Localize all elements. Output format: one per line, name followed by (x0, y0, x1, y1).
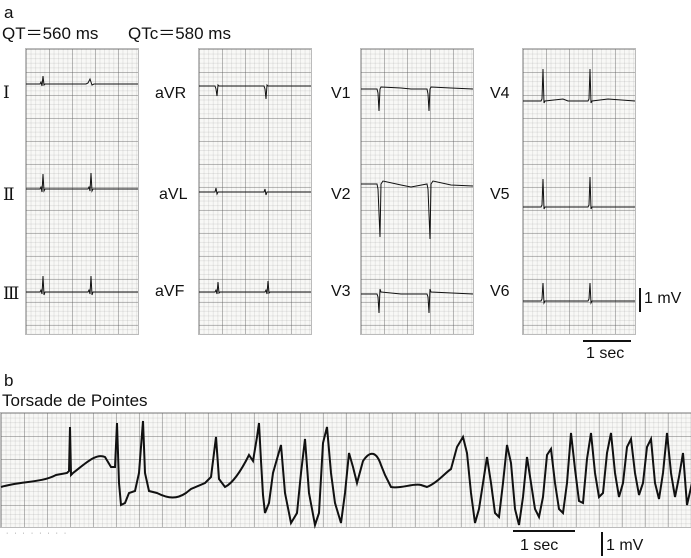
lead-label-v1: V1 (331, 85, 351, 102)
lead-label-v5: V5 (490, 186, 510, 203)
ecg-strip-augmented-leads (198, 48, 312, 335)
voltage-scale-bar-b (601, 532, 603, 556)
time-scale-label-b: 1 sec (520, 537, 559, 554)
lead-label-avr: aVR (155, 85, 187, 102)
lead-label-ii: Ⅱ (3, 185, 15, 204)
time-scale-label-a: 1 sec (586, 345, 625, 362)
panel-b-letter: b (4, 371, 14, 390)
ecg-strip-v1-v3 (360, 48, 474, 335)
augmented-leads-traces (199, 83, 311, 295)
torsade-rhythm-strip (0, 412, 691, 529)
lead-label-v6: V6 (490, 283, 510, 300)
strip-footer-marks: · · · · · · · · (6, 530, 69, 537)
ecg-strip-v4-v6 (522, 48, 636, 335)
voltage-scale-label-a: 1 mV (644, 290, 682, 307)
lead-label-v3: V3 (331, 283, 351, 300)
lead-label-v4: V4 (490, 85, 510, 102)
time-scale-bar-b (513, 530, 575, 532)
lead-label-avl: aVL (159, 186, 188, 203)
qtc-interval-label: QTc＝580 ms (128, 24, 231, 43)
ecg-strip-limb-leads (25, 48, 139, 335)
torsade-trace (0, 420, 691, 529)
lead-label-avf: aVF (155, 283, 185, 300)
v4-v6-traces (523, 68, 636, 305)
v1-v3-traces (361, 86, 474, 314)
panel-a-letter: a (4, 3, 14, 22)
limb-leads-traces (26, 75, 138, 296)
qt-interval-label: QT＝560 ms (2, 24, 99, 43)
lead-label-iii: Ⅲ (3, 284, 20, 303)
lead-label-v2: V2 (331, 186, 351, 203)
time-scale-bar-a (583, 340, 631, 342)
voltage-scale-label-b: 1 mV (606, 537, 644, 554)
rhythm-title: Torsade de Pointes (2, 391, 148, 410)
lead-label-i: Ⅰ (3, 83, 10, 102)
voltage-scale-bar-a (639, 288, 641, 312)
